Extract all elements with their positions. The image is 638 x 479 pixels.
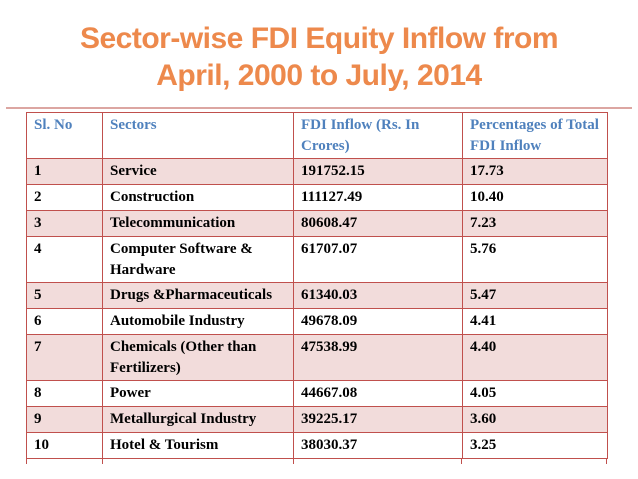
table-row: 6 Automobile Industry 49678.09 4.41: [26, 308, 608, 335]
slide-title: Sector-wise FDI Equity Inflow from April…: [0, 20, 638, 94]
cell-percentage: 17.73: [462, 158, 608, 185]
cell-inflow: 111127.49: [293, 184, 463, 211]
table-row: 1 Service 191752.15 17.73: [26, 158, 608, 185]
table-row: 9 Metallurgical Industry 39225.17 3.60: [26, 406, 608, 433]
cell-sector: Hotel & Tourism: [102, 432, 294, 459]
table-row: 8 Power 44667.08 4.05: [26, 380, 608, 407]
cell-sector: Automobile Industry: [102, 308, 294, 335]
cell-inflow: 49678.09: [293, 308, 463, 335]
cell-inflow: 44667.08: [293, 380, 463, 407]
cell-percentage: 4.41: [462, 308, 608, 335]
cell-sector: Service: [102, 158, 294, 185]
cell-percentage: 3.60: [462, 406, 608, 433]
cell-sl-no: 10: [26, 432, 103, 459]
table-body: 1 Service 191752.15 17.73 2 Construction 11112…: [26, 158, 608, 459]
cell-percentage: 3.25: [462, 432, 608, 459]
cell-inflow: 61707.07: [293, 236, 463, 283]
col-header-percentages: Percentages of Total FDI Inflow: [462, 112, 608, 159]
cell-percentage: 10.40: [462, 184, 608, 211]
cell-percentage: 5.76: [462, 236, 608, 283]
fdi-table: Sl. No Sectors FDI Inflow (Rs. In Crores…: [26, 112, 608, 459]
cell-sector: Computer Software & Hardware: [102, 236, 294, 283]
col-header-fdi-inflow: FDI Inflow (Rs. In Crores): [293, 112, 463, 159]
cell-sl-no: 9: [26, 406, 103, 433]
cell-inflow: 80608.47: [293, 210, 463, 237]
cell-percentage: 5.47: [462, 282, 608, 309]
cell-sl-no: 5: [26, 282, 103, 309]
cell-sl-no: 8: [26, 380, 103, 407]
table-row: 10 Hotel & Tourism 38030.37 3.25: [26, 432, 608, 459]
cell-sl-no: 1: [26, 158, 103, 185]
table-row: 2 Construction 111127.49 10.40: [26, 184, 608, 211]
table-row: 7 Chemicals (Other than Fertilizers) 47538…: [26, 334, 608, 381]
cell-sector: Chemicals (Other than Fertilizers): [102, 334, 294, 381]
table-row: 3 Telecommunication 80608.47 7.23: [26, 210, 608, 237]
table-row: 5 Drugs &Pharmaceuticals 61340.03 5.47: [26, 282, 608, 309]
col-header-sl-no: Sl. No: [26, 112, 103, 159]
table-row: 4 Computer Software & Hardware 61707.07 5.7…: [26, 236, 608, 283]
cell-sector: Drugs &Pharmaceuticals: [102, 282, 294, 309]
cell-sl-no: 4: [26, 236, 103, 283]
cell-sl-no: 7: [26, 334, 103, 381]
cutoff-cell-stub: [26, 458, 102, 464]
cell-inflow: 39225.17: [293, 406, 463, 433]
header-row: Sl. No Sectors FDI Inflow (Rs. In Crores…: [26, 112, 608, 159]
slide-title-line-1: Sector-wise FDI Equity Inflow from: [79, 22, 559, 55]
cell-sector: Power: [102, 380, 294, 407]
cell-sl-no: 6: [26, 308, 103, 335]
col-header-sectors: Sectors: [102, 112, 294, 159]
cell-sector: Metallurgical Industry: [102, 406, 294, 433]
cutoff-cell-stub: [101, 458, 293, 464]
cell-sector: Construction: [102, 184, 294, 211]
cell-sl-no: 3: [26, 210, 103, 237]
cell-sl-no: 2: [26, 184, 103, 211]
cutoff-cell-stub: [461, 458, 606, 464]
next-row-cutoff-border-stubs: [26, 458, 607, 464]
cell-inflow: 191752.15: [293, 158, 463, 185]
cutoff-cell-stub: [292, 458, 462, 464]
cell-percentage: 4.40: [462, 334, 608, 381]
cell-sector: Telecommunication: [102, 210, 294, 237]
cell-percentage: 7.23: [462, 210, 608, 237]
cell-inflow: 38030.37: [293, 432, 463, 459]
cell-inflow: 47538.99: [293, 334, 463, 381]
title-underline-rule: [6, 107, 632, 109]
slide-title-line-2: April, 2000 to July, 2014: [156, 59, 482, 92]
cell-inflow: 61340.03: [293, 282, 463, 309]
cell-percentage: 4.05: [462, 380, 608, 407]
